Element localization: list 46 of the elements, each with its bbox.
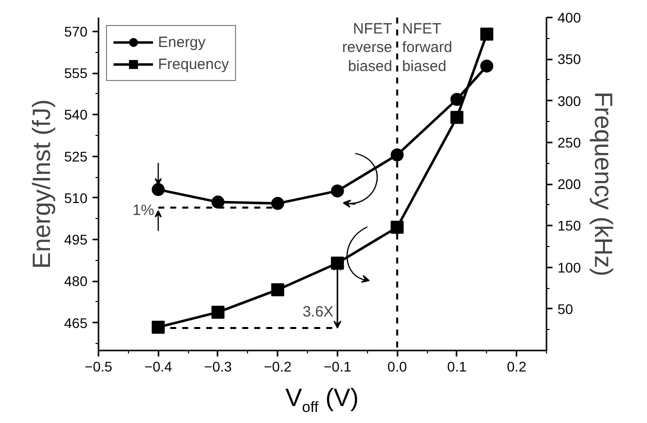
y-tick-label: 480 <box>64 273 88 290</box>
y2-tick-label: 350 <box>558 51 582 68</box>
annotation: 1% <box>132 202 154 220</box>
point <box>271 283 284 296</box>
legend-label: Energy <box>158 34 206 50</box>
point <box>211 196 224 209</box>
y2-tick-label: 150 <box>558 218 582 234</box>
point <box>480 60 494 73</box>
point <box>450 110 464 124</box>
y2-tick-label: 50 <box>558 300 574 317</box>
x-tick-label: −0.2 <box>264 358 292 374</box>
y-axis-title: Energy/Inst (fJ) <box>28 99 56 269</box>
x-tick-label: 0.1 <box>447 358 467 374</box>
annotation: NFET reverse biased <box>342 20 392 75</box>
x-tick-label: −0.1 <box>324 358 352 374</box>
annotation: NFET forward biased <box>402 20 452 75</box>
x-tick-label: −0.4 <box>144 358 172 374</box>
y2-tick-label: 200 <box>558 176 582 192</box>
y-tick-label: 510 <box>64 190 88 206</box>
point <box>450 92 464 106</box>
x-tick-label: 0.2 <box>506 358 527 374</box>
y2-tick-label: 250 <box>558 134 582 150</box>
annotation: 3.6X <box>302 303 334 320</box>
y2-tick-label: 400 <box>558 10 582 26</box>
point <box>271 196 284 210</box>
x-axis-title: V$_{off}$ (V) <box>285 383 359 418</box>
point <box>480 28 494 41</box>
y-tick-label: 540 <box>64 106 88 123</box>
y2-tick-label: 300 <box>558 92 582 109</box>
y-tick-label: 495 <box>64 232 88 248</box>
y-tick-label: 570 <box>64 23 88 40</box>
y2-axis-title: Frequency (kHz) <box>588 92 617 276</box>
legend-label: Frequency <box>158 56 229 72</box>
y2-tick-label: 100 <box>558 259 582 276</box>
x-tick-label: 0.0 <box>387 358 408 374</box>
point <box>390 220 404 234</box>
point <box>330 184 344 198</box>
y-tick-label: 465 <box>64 314 88 331</box>
x-tick-label: −0.5 <box>84 358 113 374</box>
point <box>152 320 165 334</box>
point <box>390 148 404 162</box>
point <box>152 183 165 196</box>
y-tick-label: 555 <box>64 65 88 81</box>
point <box>211 306 224 319</box>
x-tick-label: −0.3 <box>204 358 232 374</box>
y-tick-label: 525 <box>64 148 88 164</box>
